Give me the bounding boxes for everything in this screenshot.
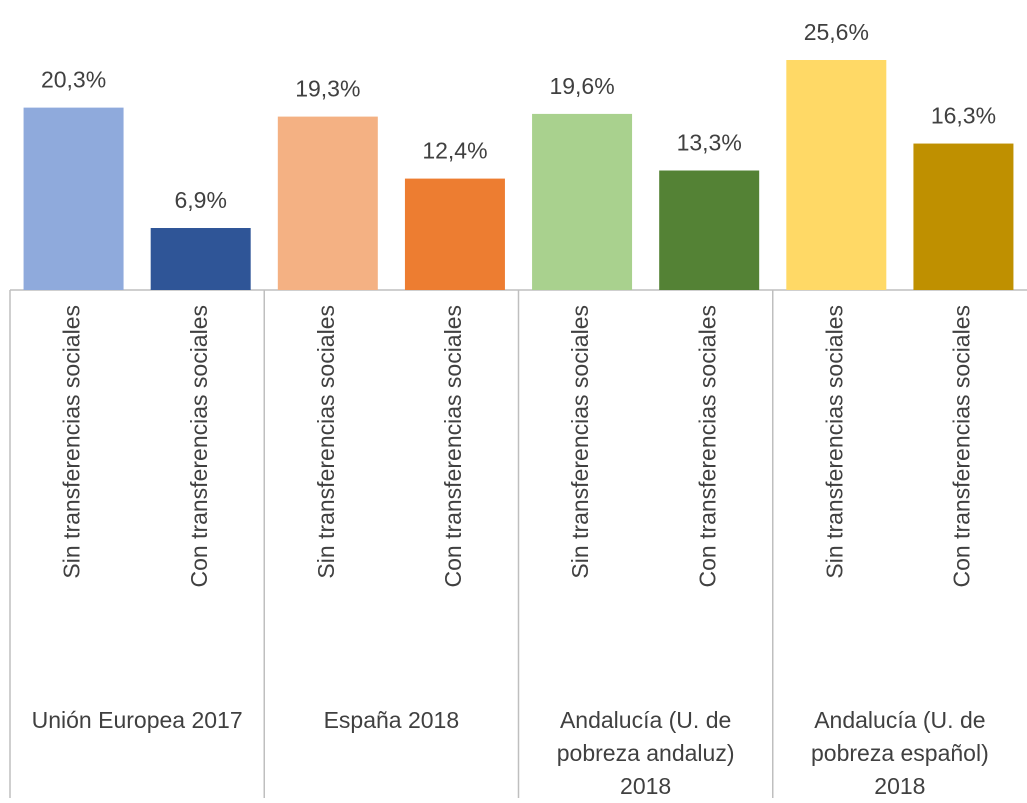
x-tick-label: Sin transferencias sociales — [567, 305, 593, 579]
bar — [659, 170, 760, 290]
value-label: 12,4% — [422, 138, 487, 164]
value-label: 16,3% — [931, 103, 996, 129]
x-tick-label: Sin transferencias sociales — [821, 305, 847, 579]
x-tick-label: Con transferencias sociales — [440, 305, 466, 588]
value-label: 25,6% — [804, 19, 869, 45]
bar — [150, 228, 251, 290]
x-tick-label: Sin transferencias sociales — [59, 305, 85, 579]
bar — [913, 143, 1014, 290]
bar — [786, 60, 887, 290]
value-label: 19,3% — [295, 76, 360, 102]
bar — [23, 107, 124, 290]
x-tick-label: Con transferencias sociales — [949, 305, 975, 588]
x-tick-label: Sin transferencias sociales — [313, 305, 339, 579]
value-label: 6,9% — [174, 187, 226, 213]
x-tick-label: Con transferencias sociales — [186, 305, 212, 588]
value-label: 13,3% — [677, 130, 742, 156]
bar — [277, 116, 378, 290]
value-label: 20,3% — [41, 67, 106, 93]
group-label: España 2018 — [323, 707, 460, 733]
bar — [404, 178, 505, 290]
group-label: Andalucía (U. de pobreza andaluz) 2018 — [556, 707, 735, 799]
group-label: Unión Europea 2017 — [31, 707, 243, 733]
x-tick-label: Con transferencias sociales — [694, 305, 720, 588]
group-label: Andalucía (U. de pobreza español) 2018 — [811, 707, 989, 799]
value-label: 19,6% — [549, 73, 614, 99]
bar — [532, 113, 633, 290]
